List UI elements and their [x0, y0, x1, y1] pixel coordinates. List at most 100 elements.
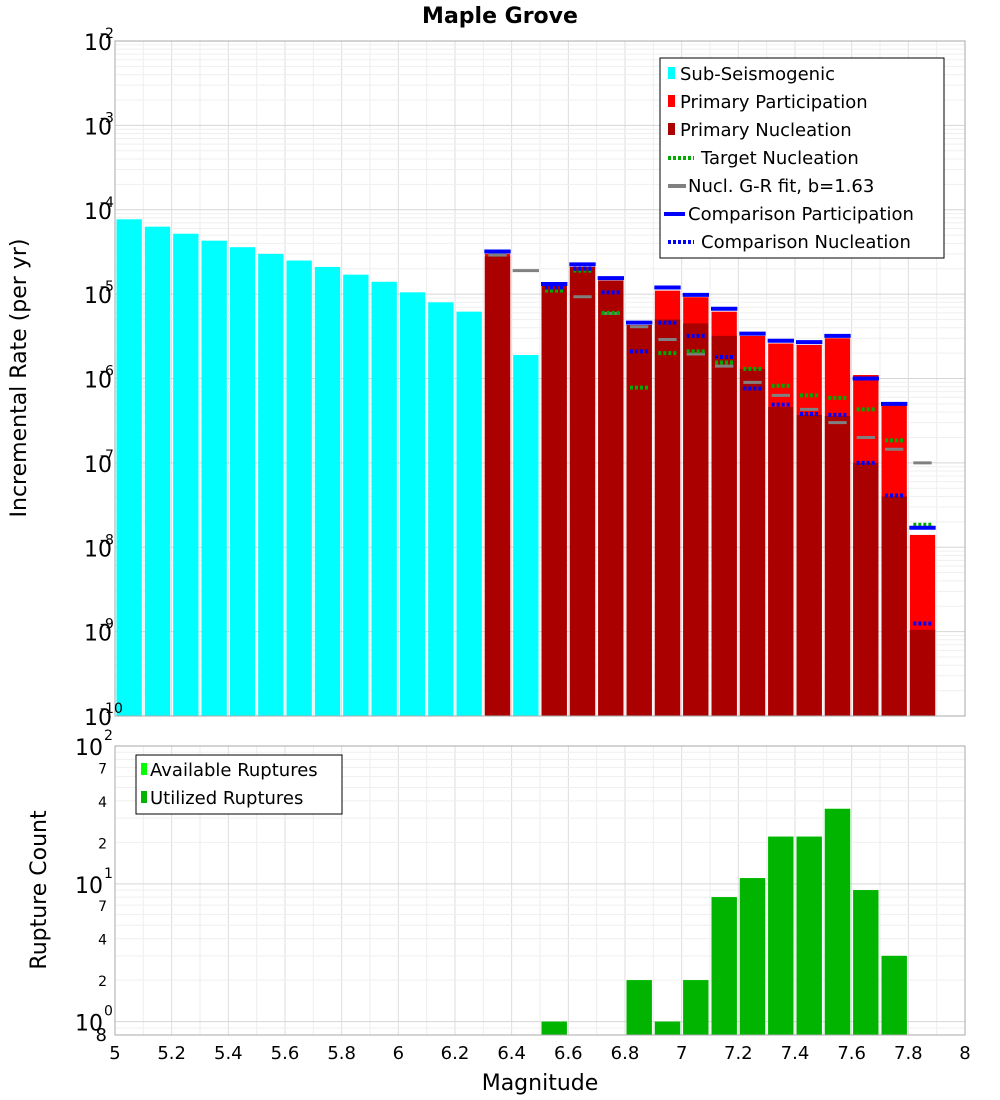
legend-utilized-ruptures: Utilized Ruptures: [150, 788, 303, 809]
nucleation-bar: [768, 406, 794, 716]
rate-y-tick-label: 10-5: [84, 279, 114, 309]
utilized-ruptures-bar: [683, 980, 709, 1035]
sub-seismogenic-bar: [116, 219, 142, 717]
nucleation-bar: [541, 285, 567, 716]
legend-available-ruptures: Available Ruptures: [150, 760, 318, 781]
nucleation-bar: [909, 629, 936, 716]
x-tick-label: 8: [959, 1043, 970, 1064]
rate-y-tick-label: 10-2: [84, 26, 114, 56]
sub-seismogenic-bar: [513, 354, 539, 716]
legend-primary-nucleation-swatch: [668, 123, 675, 135]
x-tick-label: 5.2: [157, 1043, 186, 1064]
sub-seismogenic-bar: [258, 253, 284, 716]
nucleation-bar: [484, 256, 511, 716]
x-tick-label: 6.8: [611, 1043, 640, 1064]
legend-gr-fit: Nucl. G-R fit, b=1.63: [688, 176, 874, 197]
utilized-ruptures-bar: [626, 980, 652, 1035]
utilized-ruptures-bar: [711, 897, 737, 1035]
rate-y-tick-base: 10: [84, 369, 112, 394]
sub-seismogenic-bar: [456, 311, 482, 716]
legend-available-swatch: [141, 763, 147, 775]
x-tick-label: 6: [393, 1043, 404, 1064]
rate-y-axis-label: Incremental Rate (per yr): [7, 239, 32, 518]
rate-y-tick-base: 10: [84, 622, 112, 647]
rate-y-tick-label: 10-10: [84, 701, 123, 731]
utilized-ruptures-bar: [654, 1021, 681, 1035]
x-tick-label: 6.4: [497, 1043, 526, 1064]
sub-seismogenic-bar: [371, 281, 397, 716]
legend-comparison-nucleation: Comparison Nucleation: [701, 232, 911, 253]
x-tick-label: 7: [676, 1043, 687, 1064]
rate-y-tick-exponent: -2: [100, 26, 114, 42]
chart-title: Maple Grove: [422, 4, 578, 29]
nucleation-bar: [853, 462, 879, 716]
nucleation-bar: [569, 266, 596, 716]
legend-sub-seismogenic-swatch: [668, 67, 675, 79]
nucleation-bar: [739, 368, 766, 716]
rate-y-tick-exponent: -3: [100, 110, 114, 126]
nucleation-bar: [654, 319, 681, 716]
sub-seismogenic-bar: [314, 266, 341, 716]
x-axis-ticks: 5 5.2 5.4 5.6 5.8 6 6.2 6.4 6.6 6.8 7 7.2 7.4 7.6 7.8 8: [109, 1043, 970, 1064]
x-tick-label: 5.4: [214, 1043, 243, 1064]
rate-y-tick-base: 10: [84, 284, 112, 309]
x-tick-label: 6.2: [441, 1043, 470, 1064]
count-y-tick-base: 10: [75, 874, 103, 899]
utilized-ruptures-bar: [824, 808, 851, 1035]
rate-y-tick-exponent: -7: [100, 448, 114, 464]
rate-y-tick-base: 10: [84, 200, 112, 225]
rate-y-tick-label: 10-6: [84, 364, 114, 394]
count-y-minor-label: 2: [98, 836, 107, 852]
sub-seismogenic-bar: [399, 292, 426, 716]
nucleation-bar: [881, 496, 907, 716]
count-y-minor-label: 8: [96, 1025, 107, 1046]
count-legend: Available Ruptures Utilized Ruptures: [135, 754, 343, 815]
legend-comparison-participation: Comparison Participation: [688, 204, 914, 225]
count-y-axis-label: Rupture Count: [27, 810, 52, 970]
utilized-ruptures-bar: [796, 836, 822, 1035]
nucleation-bar: [626, 325, 652, 716]
rate-y-tick-base: 10: [84, 453, 112, 478]
x-tick-label: 5.8: [327, 1043, 356, 1064]
legend-utilized-swatch: [141, 791, 147, 803]
sub-seismogenic-bar: [144, 226, 171, 716]
rate-y-tick-exponent: -4: [100, 195, 114, 211]
count-y-minor-label: 4: [98, 795, 107, 811]
utilized-ruptures-bar: [768, 836, 794, 1035]
rate-y-tick-exponent: -5: [100, 279, 114, 295]
count-y-minor-label: 4: [98, 933, 107, 949]
rate-y-tick-base: 10: [84, 31, 112, 56]
rate-y-tick-label: 10-8: [84, 532, 114, 562]
utilized-ruptures-bar: [881, 955, 907, 1035]
count-y-tick-exponent: 0: [104, 1004, 113, 1020]
legend-primary-participation-swatch: [668, 95, 675, 107]
rate-y-tick-label: 10-9: [84, 617, 114, 647]
count-y-tick-label: 10 2: [75, 728, 113, 761]
rate-bars: [116, 219, 936, 717]
utilized-ruptures-bar: [853, 890, 879, 1035]
count-y-tick-label: 10 0: [75, 1004, 113, 1037]
rate-y-tick-label: 10-3: [84, 110, 114, 140]
rate-legend: Sub-Seismogenic Primary Participation Pr…: [659, 57, 945, 259]
rate-y-axis: 10-210-310-410-510-610-710-810-910-10: [84, 26, 123, 731]
x-tick-label: 5.6: [271, 1043, 300, 1064]
x-tick-label: 7.8: [894, 1043, 923, 1064]
rate-gridlines: [114, 41, 966, 717]
rate-y-tick-exponent: -10: [100, 701, 123, 717]
rate-y-tick-label: 10-7: [84, 448, 114, 478]
legend-primary-participation: Primary Participation: [680, 92, 868, 113]
count-y-minor-label: 2: [98, 974, 107, 990]
legend-primary-nucleation: Primary Nucleation: [680, 120, 852, 141]
sub-seismogenic-bar: [343, 274, 369, 716]
rate-plot-frame: [114, 40, 966, 717]
count-y-tick-base: 10: [75, 736, 103, 761]
legend-sub-seismogenic: Sub-Seismogenic: [680, 64, 835, 85]
sub-seismogenic-bar: [286, 260, 312, 716]
sub-seismogenic-bar: [428, 302, 454, 716]
count-legend-box: [135, 754, 343, 815]
count-y-minor-label: 7: [98, 761, 107, 777]
sub-seismogenic-bar: [173, 233, 199, 716]
count-y-tick-label: 10 1: [75, 866, 113, 899]
